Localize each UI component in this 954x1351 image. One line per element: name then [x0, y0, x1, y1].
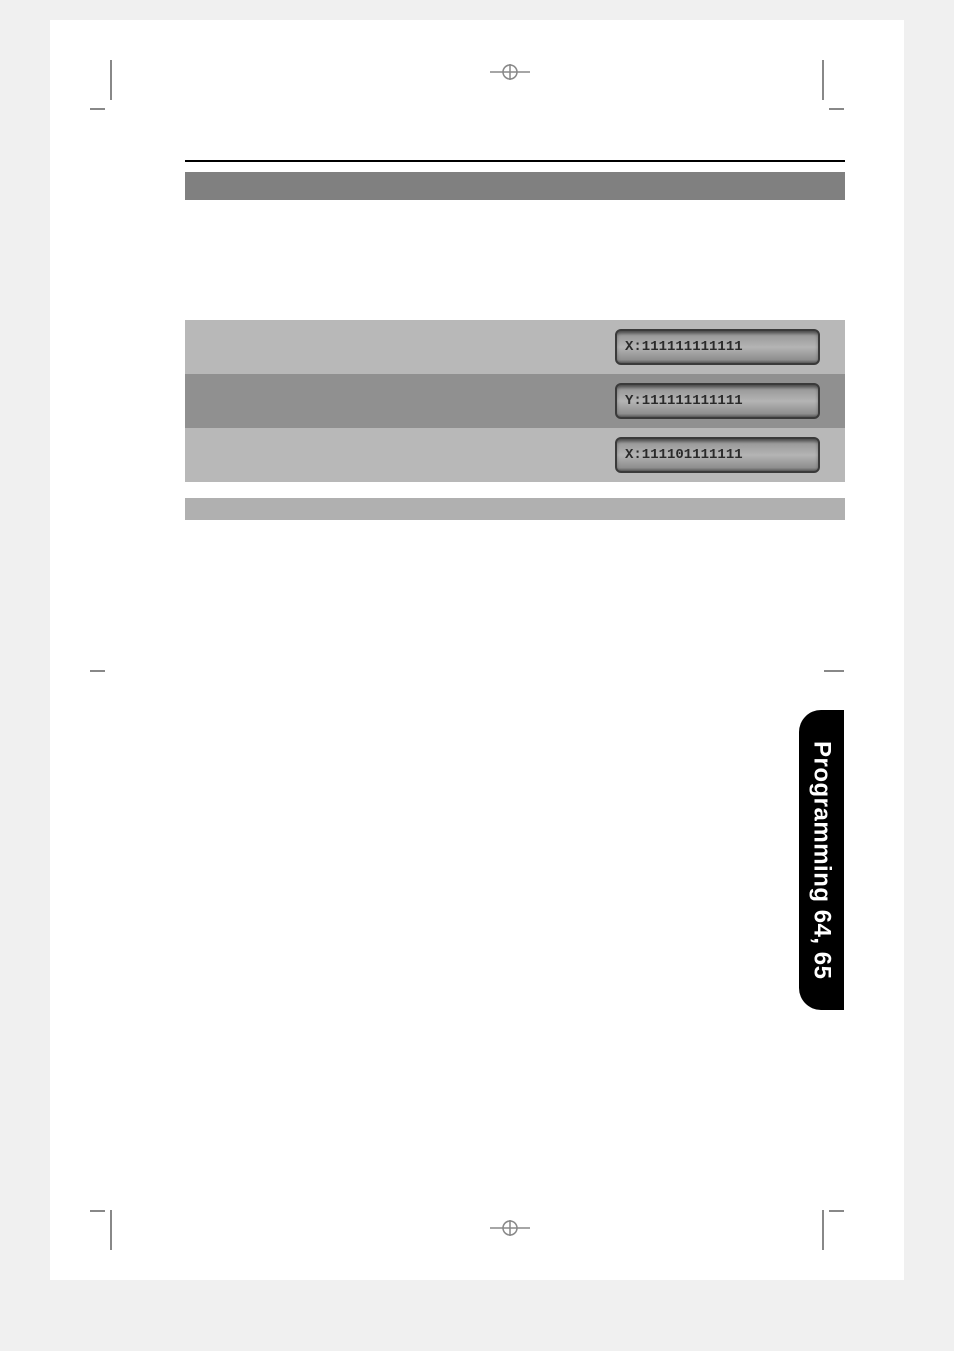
crop-mark: [110, 60, 112, 100]
registration-mark-icon: [490, 1218, 530, 1238]
header-bar: [185, 172, 845, 200]
crop-mark: [824, 670, 844, 672]
crop-mark: [90, 670, 105, 672]
registration-mark-icon: [490, 62, 530, 82]
top-rule: [185, 160, 845, 162]
footer-bar: [185, 498, 845, 520]
lcd-display: X:111101111111: [615, 437, 820, 473]
lcd-text: Y:111111111111: [625, 393, 743, 409]
lcd-text: X:111101111111: [625, 447, 743, 463]
side-tab: Programming 64, 65: [799, 710, 844, 1010]
crop-mark: [822, 1210, 824, 1250]
lcd-row: X:111101111111: [185, 428, 845, 482]
lcd-text: X:111111111111: [625, 339, 743, 355]
lcd-row: Y:111111111111: [185, 374, 845, 428]
crop-mark: [110, 1210, 112, 1250]
crop-mark: [829, 108, 844, 110]
crop-mark: [822, 60, 824, 100]
page-container: X:111111111111 Y:111111111111 X:11110111…: [50, 20, 904, 1280]
crop-mark: [829, 1210, 844, 1212]
lcd-display: X:111111111111: [615, 329, 820, 365]
lcd-display: Y:111111111111: [615, 383, 820, 419]
content-area: X:111111111111 Y:111111111111 X:11110111…: [185, 160, 845, 520]
crop-mark: [90, 108, 105, 110]
lcd-row: X:111111111111: [185, 320, 845, 374]
crop-mark: [90, 1210, 105, 1212]
side-tab-label: Programming 64, 65: [808, 741, 836, 979]
